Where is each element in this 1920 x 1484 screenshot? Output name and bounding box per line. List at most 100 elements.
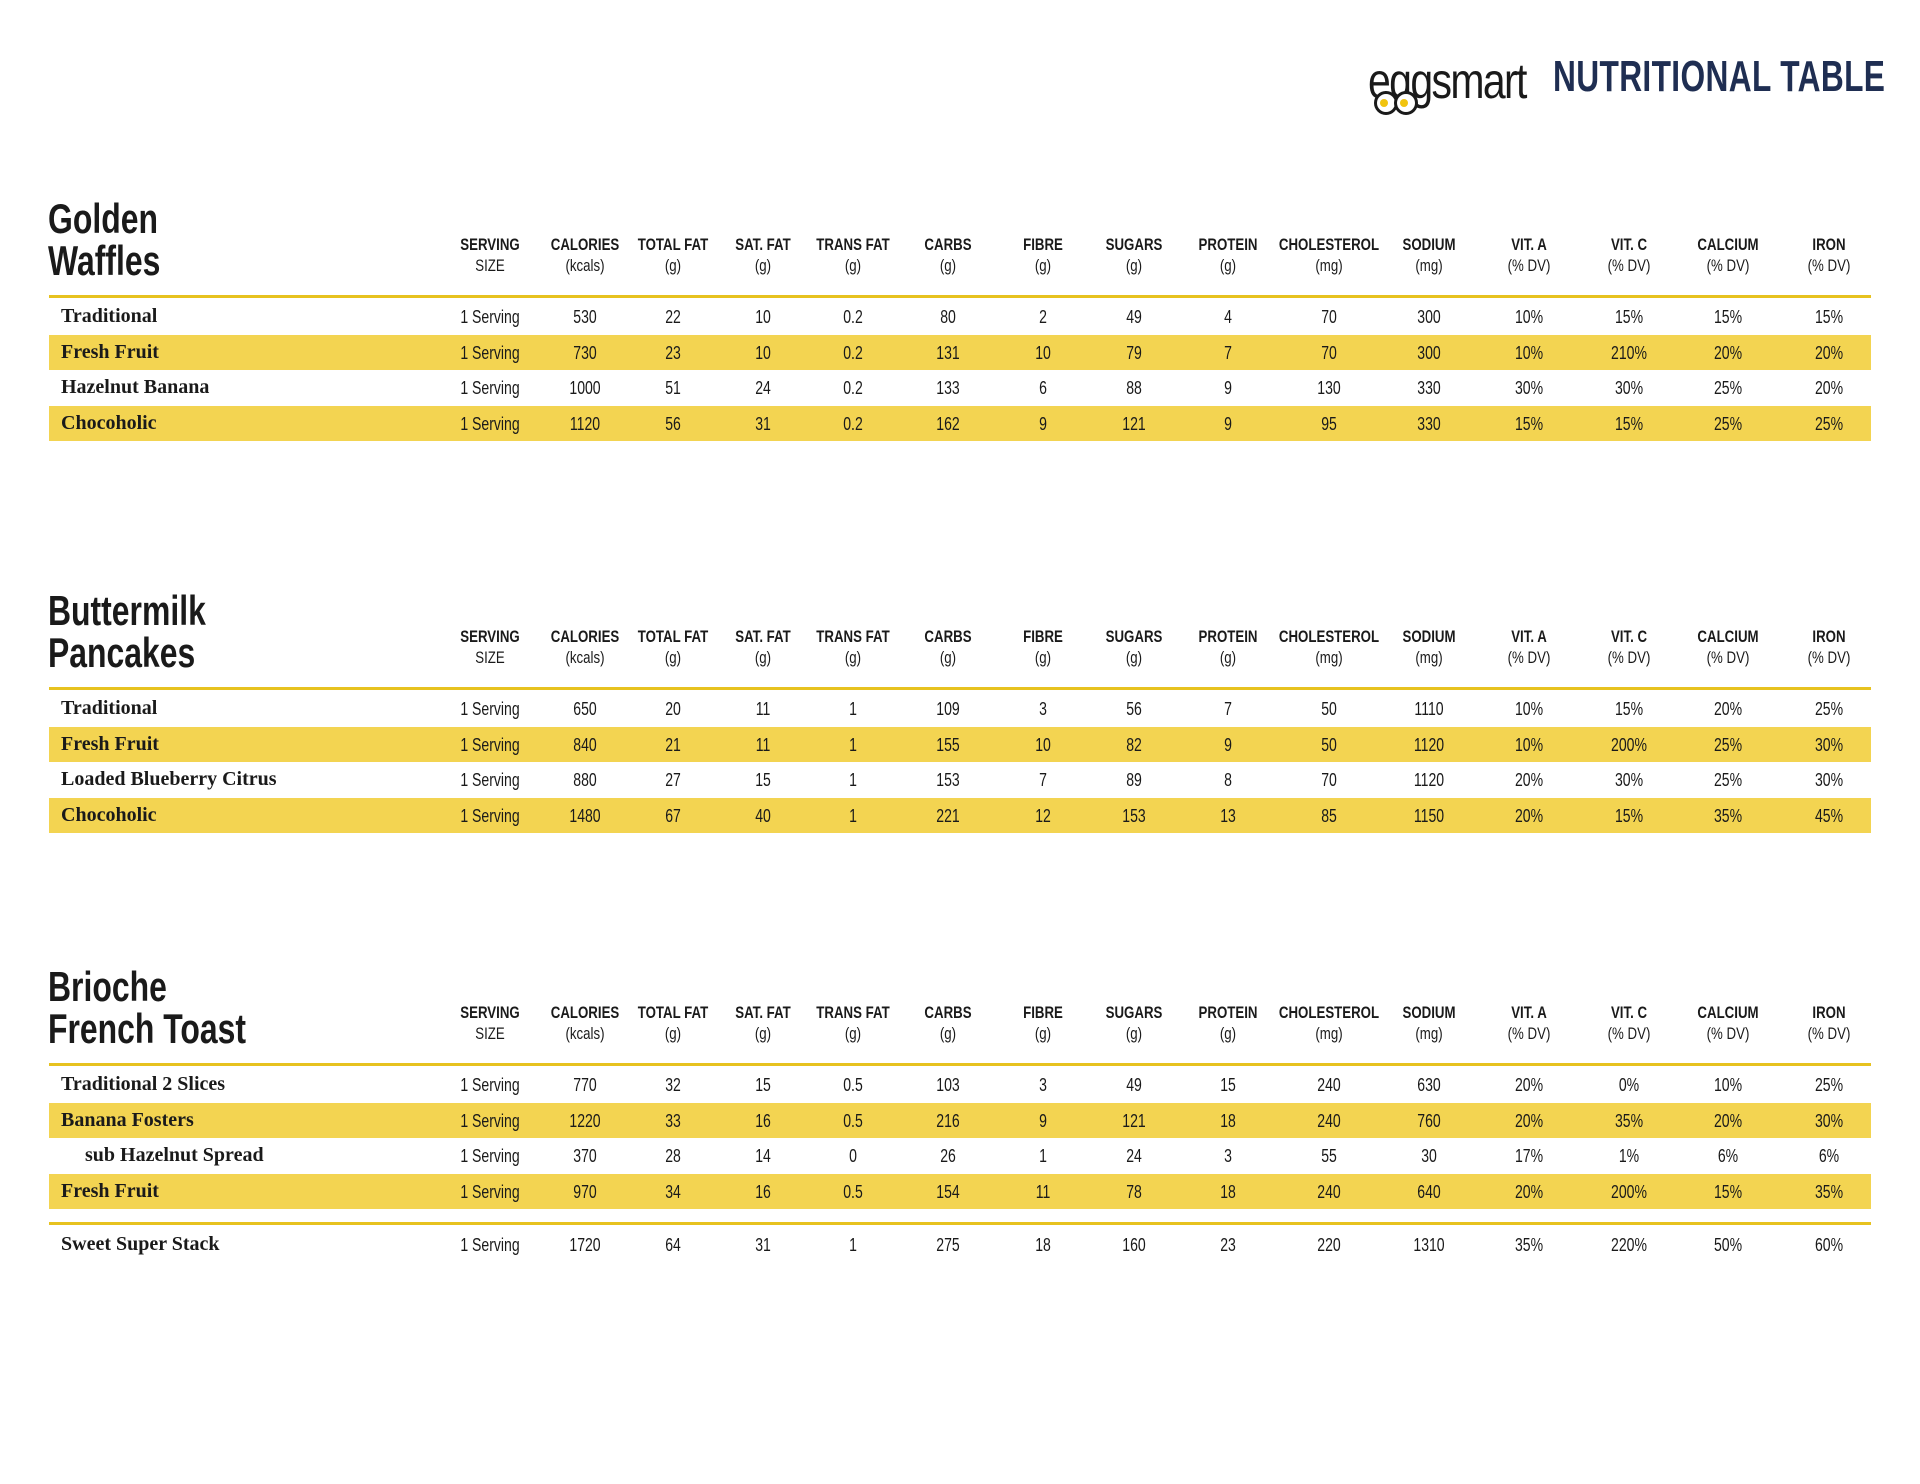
cell-cholesterol: 240 bbox=[1317, 1110, 1341, 1131]
cell-trans-fat: 1 bbox=[849, 770, 857, 790]
cell-calories: 1120 bbox=[569, 413, 601, 434]
cell-calcium: 25% bbox=[1713, 413, 1743, 434]
row-name: Chocoholic bbox=[61, 803, 157, 826]
cell-cholesterol: 50 bbox=[1321, 734, 1337, 755]
cell-calories: 1480 bbox=[569, 805, 601, 826]
column-header-label: CALORIES bbox=[550, 627, 620, 646]
cell-calcium: 6% bbox=[1717, 1146, 1739, 1166]
cell-calories: 1000 bbox=[569, 378, 601, 398]
header-rule bbox=[49, 295, 1871, 298]
column-header-unit: (% DV) bbox=[1507, 256, 1551, 275]
cell-total-fat: 20 bbox=[665, 699, 681, 719]
column-header-label: CHOLESTEROL bbox=[1278, 627, 1380, 646]
cell-sat-fat: 16 bbox=[755, 1181, 771, 1202]
cell-protein: 7 bbox=[1224, 342, 1232, 363]
cell-cholesterol: 70 bbox=[1321, 770, 1337, 790]
cell-vit-a: 35% bbox=[1514, 1235, 1544, 1255]
cell-cholesterol: 95 bbox=[1321, 413, 1337, 434]
cell-sat-fat: 31 bbox=[755, 413, 771, 434]
table-row: Fresh Fruit 1 Serving 970 34 16 0.5 154 11 78 18 2… bbox=[49, 1173, 1871, 1209]
cell-cholesterol: 85 bbox=[1321, 805, 1337, 826]
cell-fibre: 10 bbox=[1035, 734, 1051, 755]
brand-logo: eggsmart bbox=[1368, 46, 1538, 116]
cell-calories: 370 bbox=[573, 1146, 597, 1166]
cell-vit-a: 10% bbox=[1514, 307, 1544, 327]
cell-vit-c: 200% bbox=[1611, 1181, 1647, 1202]
cell-sat-fat: 11 bbox=[755, 734, 771, 755]
cell-fibre: 18 bbox=[1035, 1235, 1051, 1255]
cell-calories: 880 bbox=[573, 770, 597, 790]
cell-calories: 840 bbox=[573, 734, 597, 755]
cell-protein: 4 bbox=[1224, 307, 1232, 327]
column-header-unit: (g) bbox=[1125, 648, 1143, 667]
cell-fibre: 3 bbox=[1039, 1075, 1047, 1095]
column-header-label: SODIUM bbox=[1402, 1003, 1456, 1022]
cell-trans-fat: 1 bbox=[849, 699, 857, 719]
table-row: Chocoholic 1 Serving 1480 67 40 1 221 12 153 13 85… bbox=[49, 797, 1871, 833]
cell-sodium: 1110 bbox=[1414, 699, 1444, 719]
column-header: SERVING SIZE bbox=[460, 234, 519, 276]
cell-fibre: 2 bbox=[1039, 307, 1047, 327]
column-header-unit: (g) bbox=[664, 256, 682, 275]
table-row: Banana Fosters 1 Serving 1220 33 16 0.5 216 9 12… bbox=[49, 1102, 1871, 1138]
cell-iron: 25% bbox=[1814, 699, 1844, 719]
table-row: Sweet Super Stack 1 Serving 1720 64 31 1 275 18… bbox=[49, 1227, 1871, 1262]
column-header: CHOLESTEROL (mg) bbox=[1279, 626, 1379, 668]
column-header-label: TRANS FAT bbox=[816, 1003, 890, 1022]
column-header: VIT. A (% DV) bbox=[1508, 234, 1551, 276]
cell-total-fat: 21 bbox=[665, 734, 681, 755]
cell-sugars: 49 bbox=[1126, 307, 1142, 327]
cell-sugars: 121 bbox=[1122, 1110, 1146, 1131]
cell-vit-a: 30% bbox=[1514, 378, 1544, 398]
row-name: sub Hazelnut Spread bbox=[85, 1144, 264, 1166]
column-header-unit: (mg) bbox=[1315, 1024, 1343, 1043]
column-header: TOTAL FAT (g) bbox=[638, 626, 708, 668]
cell-fibre: 9 bbox=[1039, 413, 1047, 434]
cell-sugars: 160 bbox=[1122, 1235, 1146, 1255]
cell-sodium: 330 bbox=[1417, 378, 1441, 398]
cell-sodium: 300 bbox=[1417, 342, 1441, 363]
cell-iron: 60% bbox=[1814, 1235, 1844, 1255]
cell-vit-a: 20% bbox=[1514, 805, 1544, 826]
column-header-unit: (g) bbox=[754, 1024, 772, 1043]
column-header: CALCIUM (% DV) bbox=[1697, 1002, 1758, 1044]
column-header-unit: (g) bbox=[844, 256, 862, 275]
column-header-unit: (mg) bbox=[1415, 648, 1443, 667]
cell-serving: 1 Serving bbox=[460, 413, 520, 434]
column-header-label: FIBRE bbox=[1023, 627, 1063, 646]
column-header-label: SAT. FAT bbox=[735, 627, 791, 646]
cell-cholesterol: 240 bbox=[1317, 1181, 1341, 1202]
cell-carbs: 153 bbox=[936, 770, 960, 790]
cell-calories: 1220 bbox=[569, 1110, 601, 1131]
cell-carbs: 162 bbox=[936, 413, 960, 434]
column-header-unit: (mg) bbox=[1315, 648, 1343, 667]
cell-serving: 1 Serving bbox=[460, 1181, 520, 1202]
column-header-label: IRON bbox=[1812, 235, 1846, 254]
cell-cholesterol: 220 bbox=[1317, 1235, 1341, 1255]
column-header-label: SERVING bbox=[460, 235, 520, 254]
column-header-label: CALORIES bbox=[550, 235, 620, 254]
column-header-unit: SIZE bbox=[475, 648, 505, 667]
column-header: VIT. A (% DV) bbox=[1508, 626, 1551, 668]
column-header-unit: (% DV) bbox=[1706, 256, 1750, 275]
cell-cholesterol: 50 bbox=[1321, 699, 1337, 719]
cell-vit-c: 35% bbox=[1614, 1110, 1644, 1131]
cell-serving: 1 Serving bbox=[460, 378, 520, 398]
cell-iron: 6% bbox=[1818, 1146, 1840, 1166]
column-header-label: SERVING bbox=[460, 1003, 520, 1022]
column-header-unit: (g) bbox=[754, 648, 772, 667]
cell-vit-c: 15% bbox=[1614, 413, 1644, 434]
column-header: IRON (% DV) bbox=[1808, 234, 1851, 276]
cell-serving: 1 Serving bbox=[460, 342, 520, 363]
cell-vit-c: 1% bbox=[1618, 1146, 1640, 1166]
cell-calcium: 15% bbox=[1713, 1181, 1743, 1202]
table-row: Traditional 2 Slices 1 Serving 770 32 15 0.5 1… bbox=[49, 1067, 1871, 1102]
cell-carbs: 221 bbox=[936, 805, 960, 826]
cell-protein: 3 bbox=[1224, 1146, 1232, 1166]
cell-calcium: 15% bbox=[1713, 307, 1743, 327]
column-header-unit: (g) bbox=[1219, 1024, 1237, 1043]
cell-sodium: 330 bbox=[1417, 413, 1441, 434]
cell-sat-fat: 10 bbox=[755, 342, 771, 363]
cell-serving: 1 Serving bbox=[460, 770, 520, 790]
column-header-label: SUGARS bbox=[1105, 1003, 1163, 1022]
